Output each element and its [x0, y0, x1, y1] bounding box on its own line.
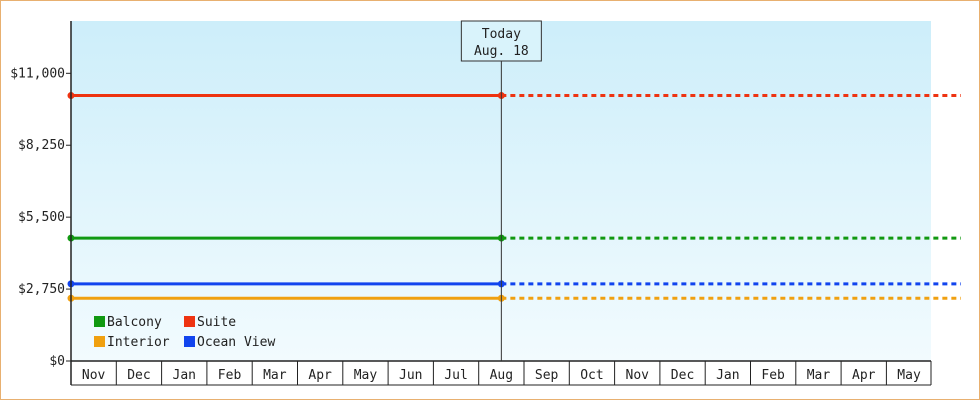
x-category-label: Dec: [671, 368, 694, 383]
x-category-label: Feb: [761, 368, 785, 383]
y-tick-label: $0: [49, 354, 65, 369]
legend-swatch: [184, 336, 195, 347]
legend-swatch: [184, 316, 195, 327]
legend-label: Ocean View: [197, 335, 275, 350]
x-category-label: Mar: [263, 368, 287, 383]
legend-swatch: [94, 316, 105, 327]
x-category-label: Nov: [82, 368, 106, 383]
today-box: [460, 20, 542, 62]
x-category-label: Sep: [535, 368, 559, 383]
x-category-label: Apr: [852, 368, 876, 383]
x-category-label: Mar: [807, 368, 831, 383]
legend-label: Balcony: [107, 315, 162, 330]
y-tick-label: $2,750: [18, 282, 65, 297]
x-category-label: Jan: [173, 368, 196, 383]
x-category-label: Oct: [580, 368, 603, 383]
y-tick-label: $11,000: [10, 66, 65, 81]
y-tick-label: $5,500: [18, 210, 65, 225]
x-category-label: Apr: [308, 368, 332, 383]
x-category-label: Jun: [399, 368, 422, 383]
x-category-label: May: [897, 368, 921, 383]
x-category-label: Jul: [444, 368, 467, 383]
x-category-label: Feb: [218, 368, 242, 383]
legend-swatch: [94, 336, 105, 347]
today-date: Aug. 18: [474, 44, 529, 59]
legend-label: Suite: [197, 315, 236, 330]
x-category-label: May: [354, 368, 378, 383]
y-tick-label: $8,250: [18, 138, 65, 153]
x-category-label: Dec: [127, 368, 150, 383]
today-label: Today: [482, 27, 521, 42]
x-category-label: Jan: [716, 368, 739, 383]
x-category-label: Aug: [490, 368, 513, 383]
legend-label: Interior: [107, 335, 170, 350]
x-category-label: Nov: [626, 368, 650, 383]
